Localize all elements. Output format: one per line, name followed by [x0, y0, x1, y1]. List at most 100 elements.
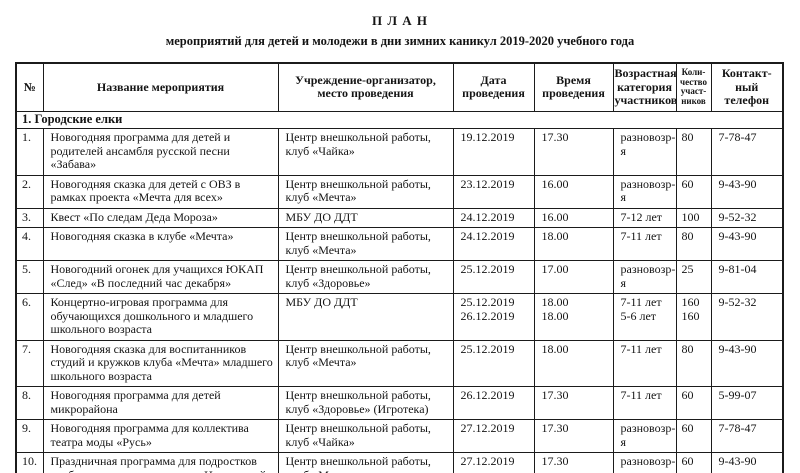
cell-time: 17.30: [533, 452, 614, 473]
cell-date: 24.12.2019: [452, 227, 535, 261]
cell-date: 25.12.2019: [452, 339, 535, 387]
cell-date: 25.12.2019 26.12.2019: [452, 293, 535, 341]
cell-organizer: Центр внешкольной работы, клуб «Чайка»: [277, 419, 454, 453]
cell-organizer: Центр внешкольной работы, клуб «Здоровье…: [277, 260, 454, 294]
cell-age-category: разновозр-я: [612, 260, 677, 294]
cell-date: 19.12.2019: [452, 128, 535, 176]
column-header-organizer: Учреждение-организатор, место проведения: [277, 62, 454, 112]
cell-participants-count: 100: [675, 207, 712, 228]
cell-contact-phone: 9-52-32: [710, 293, 784, 341]
cell-event-name: Новогодняя сказка в клубе «Мечта»: [42, 227, 279, 261]
cell-time: 18.00: [533, 339, 614, 387]
page-title: П Л А Н: [371, 13, 429, 28]
cell-contact-phone: 5-99-07: [710, 386, 784, 420]
cell-age-category: 7-11 лет: [612, 227, 677, 261]
cell-event-name: Новогодняя сказка для воспитанников студ…: [42, 339, 279, 387]
column-header-date: Дата проведения: [452, 62, 535, 112]
cell-contact-phone: 9-43-90: [710, 174, 784, 209]
table-row: 2. Новогодняя сказка для детей с ОВЗ в р…: [15, 174, 784, 209]
cell-participants-count: 160 160: [675, 293, 712, 341]
cell-number: 8.: [15, 386, 44, 420]
events-plan-table: № Название мероприятия Учреждение-органи…: [15, 62, 784, 473]
cell-date: 27.12.2019: [452, 419, 535, 453]
cell-date: 25.12.2019: [452, 260, 535, 294]
cell-number: 7.: [15, 339, 44, 387]
cell-number: 3.: [15, 207, 44, 228]
cell-contact-phone: 9-52-32: [710, 207, 784, 228]
section-header-label: 1. Городские елки: [15, 110, 784, 129]
cell-age-category: разновозр-я: [612, 174, 677, 209]
cell-event-name: Квест «По следам Деда Мороза»: [42, 207, 279, 228]
cell-time: 17.30: [533, 128, 614, 176]
table-row: 6. Концертно-игровая программа для обуча…: [15, 293, 784, 341]
cell-age-category: разновозр-я: [612, 452, 677, 473]
cell-date: 27.12.2019: [452, 452, 535, 473]
column-header-event-name: Название мероприятия: [42, 62, 279, 112]
column-header-contact-phone: Контакт- ный телефон: [710, 62, 784, 112]
header-row: № Название мероприятия Учреждение-органи…: [15, 62, 784, 112]
cell-event-name: Новогодняя программа для коллектива теат…: [42, 419, 279, 453]
cell-date: 24.12.2019: [452, 207, 535, 228]
cell-age-category: разновозр-я: [612, 419, 677, 453]
cell-date: 23.12.2019: [452, 174, 535, 209]
cell-time: 16.00: [533, 174, 614, 209]
cell-age-category: 7-12 лет: [612, 207, 677, 228]
cell-event-name: Новогодняя программа для детей и родител…: [42, 128, 279, 176]
cell-participants-count: 60: [675, 386, 712, 420]
cell-participants-count: 80: [675, 128, 712, 176]
cell-age-category: 7-11 лет: [612, 386, 677, 420]
cell-organizer: Центр внешкольной работы, клуб «Мечта»: [277, 452, 454, 473]
cell-contact-phone: 9-43-90: [710, 452, 784, 473]
table-row: 10. Праздничная программа для подростков…: [15, 452, 784, 473]
table-header: № Название мероприятия Учреждение-органи…: [15, 62, 784, 112]
cell-contact-phone: 7-78-47: [710, 128, 784, 176]
cell-organizer: МБУ ДО ДДТ: [277, 207, 454, 228]
page-subtitle: мероприятий для детей и молодежи в дни з…: [165, 34, 635, 48]
cell-number: 4.: [15, 227, 44, 261]
table-row: 8. Новогодняя программа для детей микрор…: [15, 386, 784, 420]
cell-contact-phone: 7-78-47: [710, 419, 784, 453]
cell-number: 6.: [15, 293, 44, 341]
table-row: 7. Новогодняя сказка для воспитанников с…: [15, 339, 784, 387]
cell-number: 10.: [15, 452, 44, 473]
cell-event-name: Новогодний огонек для учащихся ЮКАП «Сле…: [42, 260, 279, 294]
cell-number: 9.: [15, 419, 44, 453]
cell-contact-phone: 9-43-90: [710, 339, 784, 387]
cell-time: 17.30: [533, 386, 614, 420]
section-header-row: 1. Городские елки: [15, 110, 784, 129]
column-header-time: Время проведения: [533, 62, 614, 112]
cell-time: 16.00: [533, 207, 614, 228]
table-row: 3. Квест «По следам Деда Мороза» МБУ ДО …: [15, 207, 784, 228]
cell-organizer: Центр внешкольной работы, клуб «Здоровье…: [277, 386, 454, 420]
cell-event-name: Новогодняя сказка для детей с ОВЗ в рамк…: [42, 174, 279, 209]
cell-organizer: Центр внешкольной работы, клуб «Чайка»: [277, 128, 454, 176]
cell-time: 18.00 18.00: [533, 293, 614, 341]
cell-time: 17.30: [533, 419, 614, 453]
cell-event-name: Концертно-игровая программа для обучающи…: [42, 293, 279, 341]
cell-contact-phone: 9-81-04: [710, 260, 784, 294]
table-body: 1. Городские елки 1. Новогодняя программ…: [15, 110, 784, 473]
column-header-participants-count: Коли- чество участ- ников: [675, 62, 712, 112]
cell-participants-count: 80: [675, 227, 712, 261]
cell-time: 18.00: [533, 227, 614, 261]
cell-participants-count: 60: [675, 452, 712, 473]
column-header-number: №: [15, 62, 44, 112]
cell-contact-phone: 9-43-90: [710, 227, 784, 261]
cell-participants-count: 60: [675, 174, 712, 209]
table-row: 9. Новогодняя программа для коллектива т…: [15, 419, 784, 453]
cell-time: 17.00: [533, 260, 614, 294]
cell-age-category: 7-11 лет 5-6 лет: [612, 293, 677, 341]
cell-event-name: Новогодняя программа для детей микрорайо…: [42, 386, 279, 420]
cell-number: 2.: [15, 174, 44, 209]
column-header-age-category: Возрастная категория участников: [612, 62, 677, 112]
cell-participants-count: 25: [675, 260, 712, 294]
cell-date: 26.12.2019: [452, 386, 535, 420]
cell-participants-count: 60: [675, 419, 712, 453]
cell-organizer: Центр внешкольной работы, клуб «Мечта»: [277, 339, 454, 387]
cell-age-category: разновозр-я: [612, 128, 677, 176]
table-row: 1. Новогодняя программа для детей и роди…: [15, 128, 784, 176]
cell-participants-count: 80: [675, 339, 712, 387]
cell-organizer: МБУ ДО ДДТ: [277, 293, 454, 341]
table-row: 4. Новогодняя сказка в клубе «Мечта» Цен…: [15, 227, 784, 261]
